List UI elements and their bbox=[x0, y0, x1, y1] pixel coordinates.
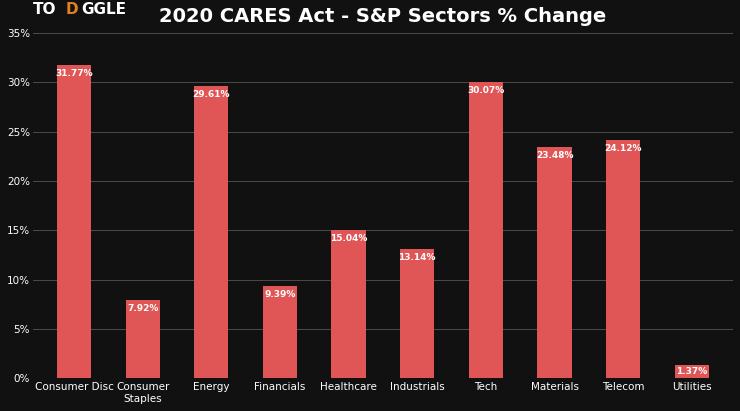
Text: 7.92%: 7.92% bbox=[127, 304, 158, 313]
Text: TO: TO bbox=[33, 2, 56, 16]
Text: 23.48%: 23.48% bbox=[536, 151, 574, 159]
Bar bbox=[606, 141, 640, 378]
Text: GGLE: GGLE bbox=[81, 2, 127, 16]
Text: 30.07%: 30.07% bbox=[467, 85, 505, 95]
Text: 9.39%: 9.39% bbox=[264, 290, 296, 299]
Bar bbox=[194, 86, 229, 378]
Text: 15.04%: 15.04% bbox=[330, 234, 367, 243]
Bar bbox=[468, 82, 503, 378]
Bar bbox=[400, 249, 434, 378]
Title: 2020 CARES Act - S&P Sectors % Change: 2020 CARES Act - S&P Sectors % Change bbox=[159, 7, 607, 26]
Text: 13.14%: 13.14% bbox=[399, 253, 436, 262]
Text: 1.37%: 1.37% bbox=[676, 367, 707, 376]
Text: D: D bbox=[65, 2, 78, 16]
Bar bbox=[57, 65, 91, 378]
Bar bbox=[675, 365, 709, 378]
Text: 29.61%: 29.61% bbox=[192, 90, 230, 99]
Bar bbox=[332, 230, 366, 378]
Bar bbox=[126, 300, 160, 378]
Bar bbox=[537, 147, 572, 378]
Text: 31.77%: 31.77% bbox=[56, 69, 92, 78]
Text: 24.12%: 24.12% bbox=[605, 144, 642, 153]
Bar bbox=[263, 286, 297, 378]
